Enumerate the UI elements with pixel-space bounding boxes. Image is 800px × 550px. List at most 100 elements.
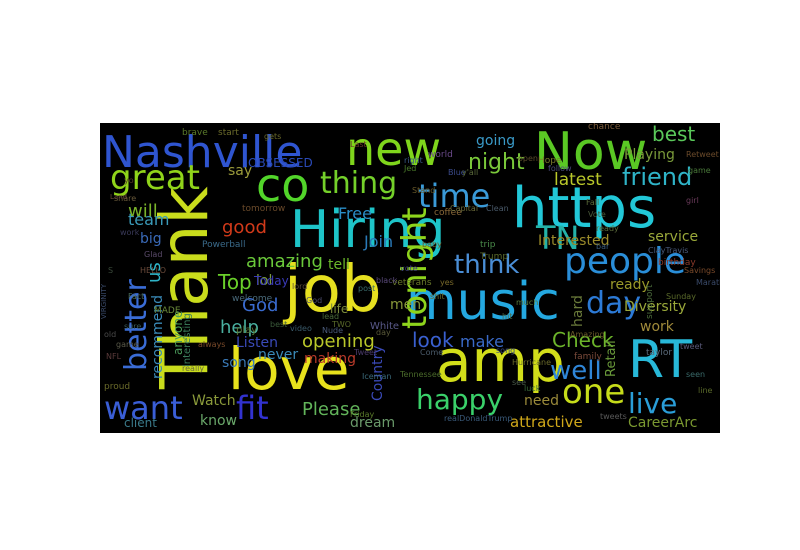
cloud-word: Sunday bbox=[666, 292, 696, 301]
cloud-word: work bbox=[640, 319, 675, 335]
cloud-word: new bbox=[346, 123, 441, 176]
cloud-word: men bbox=[390, 297, 421, 313]
cloud-word: will bbox=[128, 201, 158, 222]
cloud-word: time bbox=[418, 177, 490, 215]
cloud-word: yo bbox=[124, 176, 134, 185]
cloud-word: Top bbox=[217, 270, 252, 294]
cloud-word: amp bbox=[436, 327, 565, 395]
cloud-word: y'all bbox=[462, 168, 478, 177]
cloud-word: Today bbox=[253, 274, 289, 288]
cloud-word: Clean bbox=[486, 204, 509, 213]
cloud-word: night bbox=[468, 150, 525, 175]
cloud-word: Tweet bbox=[353, 348, 377, 357]
cloud-word: Now bbox=[534, 123, 647, 182]
cloud-word: work bbox=[120, 228, 140, 237]
cloud-word: one bbox=[562, 372, 625, 412]
cloud-word: girl bbox=[686, 196, 699, 205]
cloud-word: Join bbox=[363, 232, 393, 251]
cloud-word: game bbox=[116, 340, 139, 349]
cloud-word: latest bbox=[554, 170, 602, 190]
cloud-word: Glad bbox=[144, 250, 162, 259]
cloud-word: people bbox=[564, 241, 686, 282]
cloud-word: much bbox=[516, 298, 538, 307]
cloud-word: old bbox=[104, 330, 116, 339]
cloud-word: going bbox=[476, 133, 515, 149]
cloud-word: God bbox=[306, 296, 322, 305]
cloud-word: want bbox=[104, 389, 183, 427]
cloud-word: veterans bbox=[392, 278, 432, 288]
cloud-word: Listen bbox=[236, 335, 278, 351]
cloud-word: Jed bbox=[403, 164, 416, 173]
cloud-word: HELLO bbox=[140, 266, 166, 275]
cloud-word: play bbox=[236, 325, 257, 336]
cloud-word: lord bbox=[292, 282, 307, 291]
cloud-word: Friday bbox=[350, 410, 375, 419]
cloud-word: gets bbox=[264, 132, 281, 141]
cloud-word: Come bbox=[420, 348, 443, 357]
cloud-word: God bbox=[242, 295, 278, 316]
cloud-word: Retail bbox=[604, 340, 619, 377]
cloud-word: song bbox=[496, 346, 515, 355]
cloud-word: Hurricane bbox=[512, 358, 551, 367]
cloud-word: tomorrow bbox=[242, 204, 285, 214]
cloud-word: Playing bbox=[624, 147, 675, 163]
cloud-word: client bbox=[124, 416, 157, 430]
cloud-word: MADE bbox=[154, 306, 181, 316]
cloud-word: look bbox=[412, 328, 454, 352]
cloud-word: amazing bbox=[246, 251, 323, 272]
word-cloud: Nashville new Now https Hiring co Thank job musi… bbox=[100, 123, 720, 433]
cloud-word: us bbox=[144, 262, 165, 283]
cloud-word: happy bbox=[416, 383, 503, 416]
cloud-word: great bbox=[110, 158, 200, 198]
cloud-word: better bbox=[119, 279, 154, 371]
cloud-word: big bbox=[140, 231, 162, 247]
cloud-word: seen bbox=[686, 370, 705, 379]
cloud-word: music bbox=[406, 272, 560, 332]
cloud-word: luck bbox=[524, 384, 541, 393]
cloud-word: anyone bbox=[171, 311, 185, 355]
cloud-word: ready bbox=[610, 277, 650, 293]
cloud-word: live bbox=[628, 387, 677, 420]
cloud-word: post bbox=[358, 284, 375, 293]
cloud-word: Nashville bbox=[102, 127, 302, 178]
cloud-word: well bbox=[550, 356, 602, 386]
cloud-word: help bbox=[220, 317, 259, 338]
cloud-word: White bbox=[370, 321, 399, 332]
cloud-word: Interested bbox=[538, 233, 609, 249]
cloud-word: song bbox=[222, 355, 256, 371]
cloud-word: line bbox=[698, 386, 713, 395]
cloud-word: say bbox=[228, 163, 252, 179]
cloud-word: yes bbox=[440, 278, 454, 287]
cloud-word: team bbox=[128, 210, 170, 229]
cloud-word: taylor bbox=[646, 348, 672, 358]
cloud-word: Iceman bbox=[362, 372, 391, 381]
cloud-word: hard bbox=[570, 295, 586, 327]
cloud-word: Blue bbox=[448, 168, 466, 177]
cloud-word: always bbox=[198, 340, 225, 349]
cloud-word: really bbox=[182, 364, 204, 373]
cloud-word: black bbox=[376, 276, 398, 285]
cloud-word: good bbox=[222, 217, 267, 238]
cloud-word: tweet bbox=[680, 342, 703, 351]
cloud-word: Hiring bbox=[290, 200, 445, 260]
cloud-word: Amazing bbox=[570, 330, 605, 339]
cloud-word: Retweet bbox=[686, 150, 719, 159]
cloud-word: Land bbox=[110, 193, 127, 201]
cloud-word: follow bbox=[548, 164, 572, 173]
cloud-word: https bbox=[512, 176, 656, 241]
cloud-word: Powerball bbox=[202, 240, 245, 250]
cloud-word: co bbox=[256, 158, 309, 212]
cloud-word: make bbox=[460, 332, 504, 351]
cloud-word: NFL bbox=[106, 352, 122, 361]
cloud-word: coffee bbox=[434, 208, 462, 218]
cloud-word: lead bbox=[322, 312, 339, 321]
cloud-word: game bbox=[688, 166, 711, 175]
cloud-word: TN bbox=[535, 219, 579, 257]
cloud-word: Stand bbox=[412, 186, 435, 195]
cloud-background bbox=[100, 123, 720, 433]
cloud-word: lol bbox=[256, 273, 272, 289]
cloud-word: opening bbox=[302, 331, 375, 352]
cloud-word: proud bbox=[104, 382, 130, 392]
cloud-word: day bbox=[376, 328, 391, 337]
